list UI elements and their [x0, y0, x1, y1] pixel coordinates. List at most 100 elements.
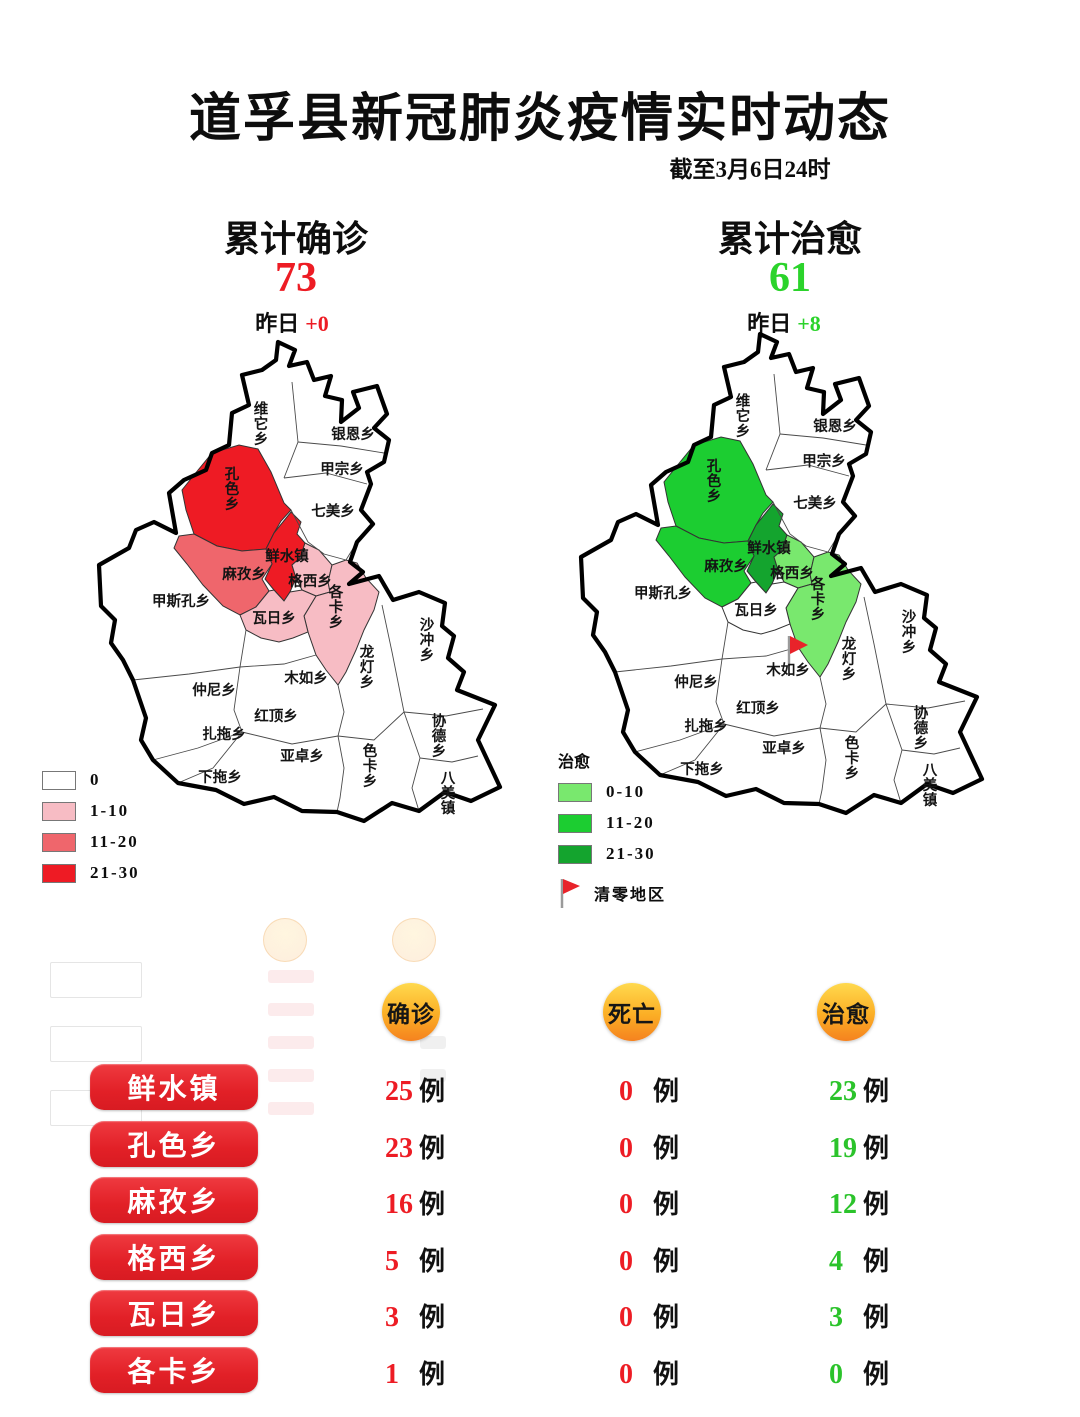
legend-label: 21-30	[90, 863, 140, 882]
cleared-area-label: 清零地区	[594, 887, 667, 904]
township-label: 八美镇	[922, 763, 938, 809]
township-label: 鲜水镇	[265, 547, 309, 565]
township-label: 龙灯乡	[359, 643, 375, 691]
ghost-text	[268, 970, 314, 983]
unit-label: 例	[863, 1077, 890, 1106]
death-count: 0	[619, 1132, 633, 1164]
legend-swatch	[558, 782, 592, 802]
township-border	[152, 731, 243, 761]
as-of-timestamp: 截至3月6日24时	[669, 157, 831, 182]
ghost-text	[268, 1003, 314, 1016]
confirmed-yesterday-delta: +0	[305, 311, 329, 336]
county-outline	[96, 339, 503, 824]
death-count: 0	[619, 1076, 633, 1107]
township-pill: 麻孜乡	[90, 1177, 258, 1224]
legend-item: 21-30	[42, 863, 140, 883]
township-name: 瓦日乡	[127, 1300, 221, 1332]
township-label: 甲宗乡	[802, 452, 846, 470]
township-pill: 瓦日乡	[90, 1290, 258, 1337]
township-label: 银恩乡	[813, 417, 857, 435]
confirmed-count: 16	[385, 1189, 413, 1221]
cured-count: 19	[829, 1132, 857, 1164]
township-border	[721, 621, 729, 660]
cured-count: 4	[829, 1245, 843, 1277]
township-label: 红顶乡	[736, 699, 780, 717]
township-label: 下拖乡	[680, 760, 724, 778]
township-pill: 各卡乡	[90, 1347, 258, 1393]
ghost-badge-circle	[263, 918, 307, 962]
legend-item: 11-20	[558, 813, 666, 833]
township-border	[239, 654, 317, 668]
township-label: 七美乡	[793, 494, 837, 512]
unit-label: 例	[419, 1246, 446, 1276]
unit-label: 例	[653, 1303, 680, 1333]
township-label: 色卡乡	[845, 734, 860, 782]
township-border	[403, 708, 484, 717]
ghost-text	[268, 1036, 314, 1049]
legend-cured-title: 治愈	[558, 754, 591, 771]
legend-item: 0-10	[558, 782, 666, 802]
cured-cell: 19 例	[829, 1128, 889, 1165]
confirmed-total-value: 73	[275, 255, 317, 301]
confirmed-cell: 23 例	[385, 1128, 445, 1165]
cured-count: 23	[829, 1076, 857, 1107]
township-border	[290, 509, 347, 561]
township-border	[239, 629, 247, 668]
legend-cleared-area: 清零地区	[558, 876, 666, 910]
unit-label: 例	[863, 1360, 890, 1389]
township-label: 木如乡	[765, 661, 810, 679]
legend-cured: 治愈 0-10 11-20 21-30 清零地区	[558, 748, 666, 910]
unit-label: 例	[419, 1077, 446, 1106]
township-border	[818, 727, 827, 805]
township-label: 八美镇	[440, 771, 456, 817]
column-header-death: 死亡	[603, 983, 661, 1041]
township-border	[721, 646, 799, 660]
township-name: 麻孜乡	[127, 1187, 221, 1219]
township-pill: 孔色乡	[90, 1120, 258, 1167]
cleared-flag-icon	[787, 636, 808, 666]
legend-swatch	[42, 770, 76, 790]
township-label: 维它乡	[254, 400, 269, 448]
ghost-box	[50, 962, 142, 998]
legend-label: 0-10	[606, 782, 646, 801]
township-label: 协德乡	[914, 704, 929, 752]
township-border	[233, 666, 243, 733]
confirmed-cell: 25 例	[385, 1071, 445, 1108]
township-label: 亚卓乡	[762, 739, 806, 757]
township-label: 仲尼乡	[192, 681, 236, 699]
township-border	[241, 731, 339, 745]
township-label: 甲宗乡	[320, 460, 364, 478]
township-border	[337, 711, 405, 741]
township-border	[779, 433, 867, 446]
ghost-badge-circle	[392, 918, 436, 962]
township-label: 甲斯孔乡	[634, 584, 692, 602]
cured-yesterday: 昨日 +8	[634, 306, 934, 338]
cured-count: 3	[829, 1302, 843, 1334]
legend-swatch	[558, 844, 592, 864]
cleared-flag-icon	[560, 879, 580, 908]
township-border	[177, 731, 243, 784]
township-border	[634, 723, 725, 753]
township-label: 沙冲乡	[420, 617, 435, 664]
confirmed-yesterday: 昨日 +0	[142, 306, 442, 338]
cured-count: 0	[829, 1359, 843, 1390]
township-label: 瓦日乡	[734, 602, 778, 619]
legend-item: 0	[42, 770, 140, 790]
cured-cell: 23 例	[829, 1071, 889, 1108]
township-name: 格西乡	[127, 1243, 221, 1275]
township-label: 木如乡	[283, 669, 328, 687]
legend-confirmed: 0 1-10 11-20 21-30	[42, 770, 140, 894]
confirmed-count: 23	[385, 1132, 413, 1164]
unit-label: 例	[653, 1133, 680, 1163]
township-label: 色卡乡	[363, 742, 378, 790]
